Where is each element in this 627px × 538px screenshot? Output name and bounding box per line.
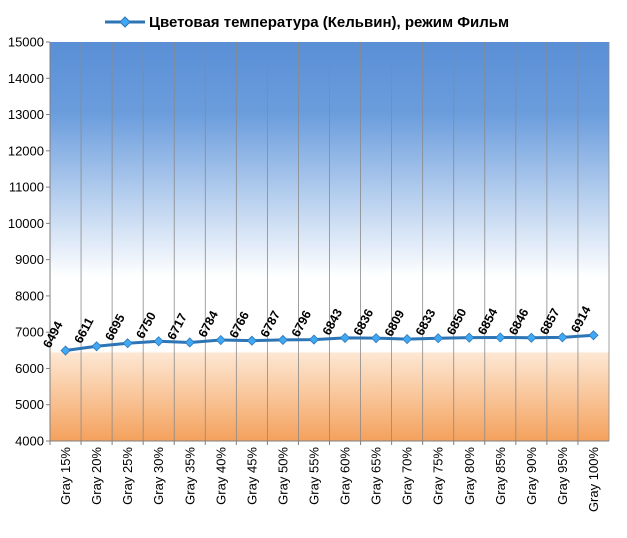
gridlines bbox=[49, 42, 610, 441]
x-tick-label: Gray 50% bbox=[275, 447, 290, 505]
data-point bbox=[153, 336, 164, 347]
x-tick-label: Gray 15% bbox=[58, 447, 73, 505]
y-tick-label: 13000 bbox=[8, 107, 44, 122]
data-point bbox=[495, 332, 506, 343]
x-tick-label: Gray 35% bbox=[182, 447, 197, 505]
y-tick-label: 6000 bbox=[15, 361, 44, 376]
x-tick-label: Gray 70% bbox=[400, 447, 415, 505]
y-tick-label: 9000 bbox=[15, 252, 44, 267]
x-tick-label: Gray 45% bbox=[244, 447, 259, 505]
data-point bbox=[277, 334, 288, 345]
data-point bbox=[464, 332, 475, 343]
y-tick-label: 15000 bbox=[8, 35, 44, 50]
data-point bbox=[557, 332, 568, 343]
x-tick-label: Gray 75% bbox=[431, 447, 446, 505]
x-tick-label: Gray 20% bbox=[89, 447, 104, 505]
y-tick-label: 5000 bbox=[15, 397, 44, 412]
x-tick-label: Gray 65% bbox=[369, 447, 384, 505]
axes: 4000 5000 6000 7000 8000 9000 10000 11000 12000 1… bbox=[8, 35, 609, 512]
legend-label: Цветовая температура (Кельвин), режим Фи… bbox=[149, 14, 509, 31]
data-point bbox=[122, 338, 133, 349]
y-tick-label: 7000 bbox=[15, 325, 44, 340]
y-tick-label: 8000 bbox=[15, 288, 44, 303]
x-tick-label: Gray 80% bbox=[462, 447, 477, 505]
x-tick-label: Gray 25% bbox=[120, 447, 135, 505]
y-tick-label: 10000 bbox=[8, 216, 44, 231]
legend: Цветовая температура (Кельвин), режим Фи… bbox=[105, 14, 509, 31]
y-tick-label: 11000 bbox=[9, 180, 44, 195]
data-point bbox=[308, 334, 320, 345]
data-point bbox=[588, 330, 599, 341]
data-point bbox=[91, 341, 102, 352]
data-point bbox=[526, 332, 537, 343]
data-point bbox=[184, 337, 195, 348]
x-tick-label: Gray 85% bbox=[493, 447, 508, 505]
data-point bbox=[402, 334, 413, 345]
data-point bbox=[339, 332, 351, 343]
series-line bbox=[65, 333, 594, 353]
x-tick-label: Gray 90% bbox=[524, 447, 539, 505]
series-layer bbox=[60, 330, 599, 356]
data-point bbox=[215, 334, 226, 346]
x-tick-label: Gray 60% bbox=[338, 447, 353, 505]
x-tick-label: Gray 55% bbox=[306, 447, 321, 505]
y-tick-label: 4000 bbox=[15, 434, 44, 449]
y-tick-label: 12000 bbox=[8, 143, 44, 158]
x-tick-label: Gray 100% bbox=[586, 447, 601, 512]
data-point bbox=[371, 333, 382, 344]
data-point bbox=[246, 335, 257, 346]
data-point bbox=[60, 345, 71, 356]
legend-marker-swatch bbox=[119, 16, 131, 28]
y-tick-label: 14000 bbox=[8, 71, 44, 86]
x-tick-label: Gray 30% bbox=[151, 447, 166, 505]
data-point bbox=[433, 333, 444, 344]
x-tick-label: Gray 95% bbox=[555, 447, 570, 505]
x-tick-label: Gray 40% bbox=[213, 447, 228, 505]
